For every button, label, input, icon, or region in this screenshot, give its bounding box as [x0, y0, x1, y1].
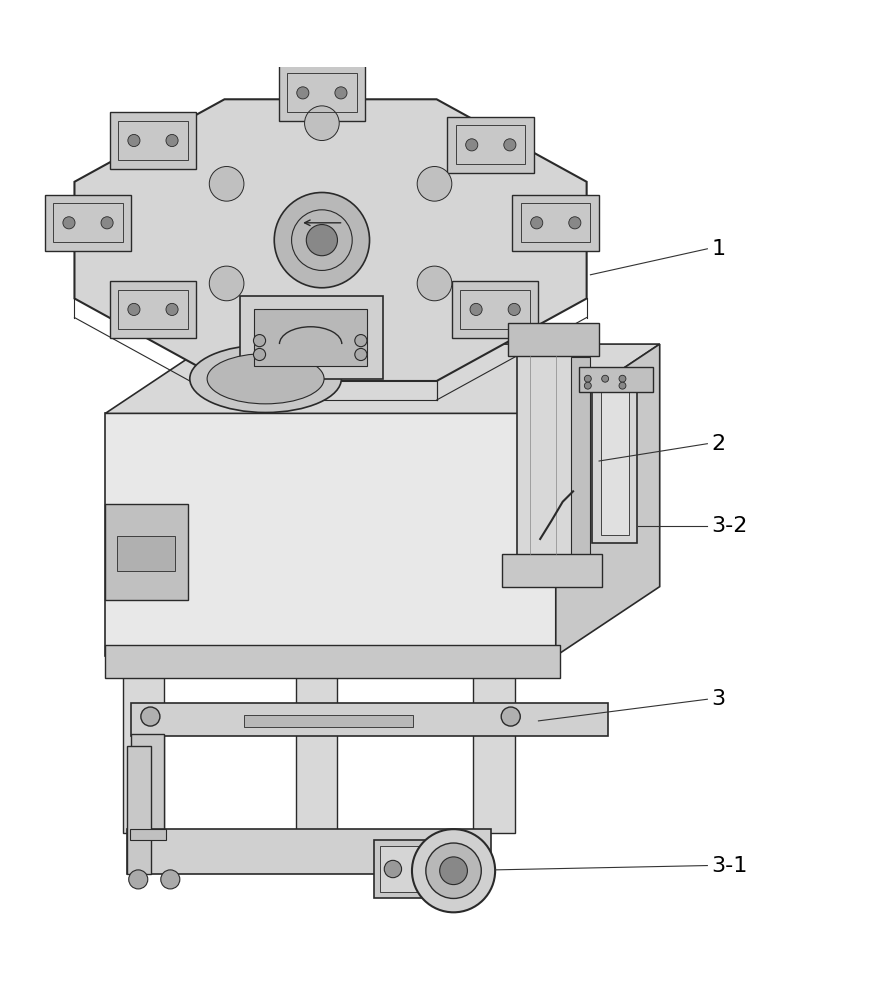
- Text: 3-2: 3-2: [712, 516, 748, 536]
- Bar: [279, 316, 365, 372]
- Bar: [105, 413, 556, 656]
- Circle shape: [166, 303, 178, 315]
- Circle shape: [466, 139, 478, 151]
- Bar: [131, 734, 164, 836]
- Bar: [452, 281, 539, 338]
- Circle shape: [128, 134, 140, 147]
- Bar: [600, 387, 628, 535]
- Circle shape: [601, 375, 608, 382]
- Circle shape: [304, 322, 339, 357]
- Bar: [517, 344, 573, 569]
- Circle shape: [584, 375, 591, 382]
- Bar: [296, 656, 337, 833]
- Bar: [474, 656, 515, 833]
- Bar: [592, 379, 637, 543]
- Circle shape: [412, 829, 495, 912]
- Circle shape: [501, 707, 521, 726]
- Circle shape: [569, 217, 580, 229]
- Bar: [521, 203, 590, 242]
- Circle shape: [355, 335, 367, 347]
- Circle shape: [128, 303, 140, 315]
- Text: 1: 1: [712, 239, 726, 259]
- Circle shape: [335, 87, 347, 99]
- Bar: [244, 715, 413, 727]
- Ellipse shape: [207, 354, 324, 404]
- Bar: [129, 829, 166, 840]
- Circle shape: [306, 225, 337, 256]
- Bar: [105, 504, 188, 600]
- Bar: [579, 367, 653, 392]
- Circle shape: [470, 303, 482, 315]
- Bar: [44, 195, 131, 251]
- Bar: [508, 323, 599, 356]
- Bar: [53, 203, 123, 242]
- Bar: [502, 554, 601, 587]
- Circle shape: [63, 217, 75, 229]
- Circle shape: [209, 266, 244, 301]
- Bar: [131, 703, 607, 736]
- Bar: [461, 290, 530, 329]
- Circle shape: [508, 303, 521, 315]
- Bar: [513, 195, 599, 251]
- Bar: [456, 125, 526, 164]
- Circle shape: [417, 167, 452, 201]
- Circle shape: [417, 266, 452, 301]
- Circle shape: [355, 348, 367, 361]
- Circle shape: [254, 348, 266, 361]
- Circle shape: [297, 87, 308, 99]
- Bar: [571, 357, 590, 556]
- Polygon shape: [75, 99, 587, 381]
- Bar: [448, 117, 534, 173]
- Circle shape: [275, 192, 369, 288]
- Bar: [127, 746, 151, 874]
- Bar: [288, 73, 356, 112]
- Bar: [118, 290, 188, 329]
- Text: 3: 3: [712, 689, 726, 709]
- Polygon shape: [105, 344, 660, 413]
- Bar: [240, 296, 382, 379]
- Circle shape: [504, 139, 516, 151]
- Bar: [109, 112, 196, 169]
- Circle shape: [129, 870, 148, 889]
- Bar: [127, 829, 491, 874]
- Circle shape: [531, 217, 543, 229]
- Circle shape: [101, 217, 113, 229]
- Circle shape: [254, 335, 266, 347]
- Circle shape: [440, 857, 468, 885]
- Circle shape: [467, 870, 486, 889]
- Circle shape: [304, 106, 339, 141]
- Circle shape: [297, 338, 308, 350]
- Bar: [279, 65, 365, 121]
- Bar: [288, 325, 356, 364]
- Bar: [116, 536, 176, 571]
- Bar: [118, 121, 188, 160]
- Bar: [255, 309, 367, 366]
- Circle shape: [426, 843, 481, 898]
- Circle shape: [584, 382, 591, 389]
- Polygon shape: [556, 344, 660, 656]
- Ellipse shape: [189, 345, 342, 413]
- Circle shape: [619, 375, 626, 382]
- Circle shape: [335, 338, 347, 350]
- Circle shape: [166, 134, 178, 147]
- Text: 2: 2: [712, 434, 726, 454]
- Circle shape: [161, 870, 180, 889]
- Bar: [374, 840, 465, 898]
- Circle shape: [141, 707, 160, 726]
- Bar: [380, 846, 459, 892]
- Circle shape: [619, 382, 626, 389]
- Text: 3-1: 3-1: [712, 856, 748, 876]
- Circle shape: [384, 860, 401, 878]
- Bar: [109, 281, 196, 338]
- Circle shape: [209, 167, 244, 201]
- Bar: [105, 645, 561, 678]
- Bar: [123, 656, 164, 833]
